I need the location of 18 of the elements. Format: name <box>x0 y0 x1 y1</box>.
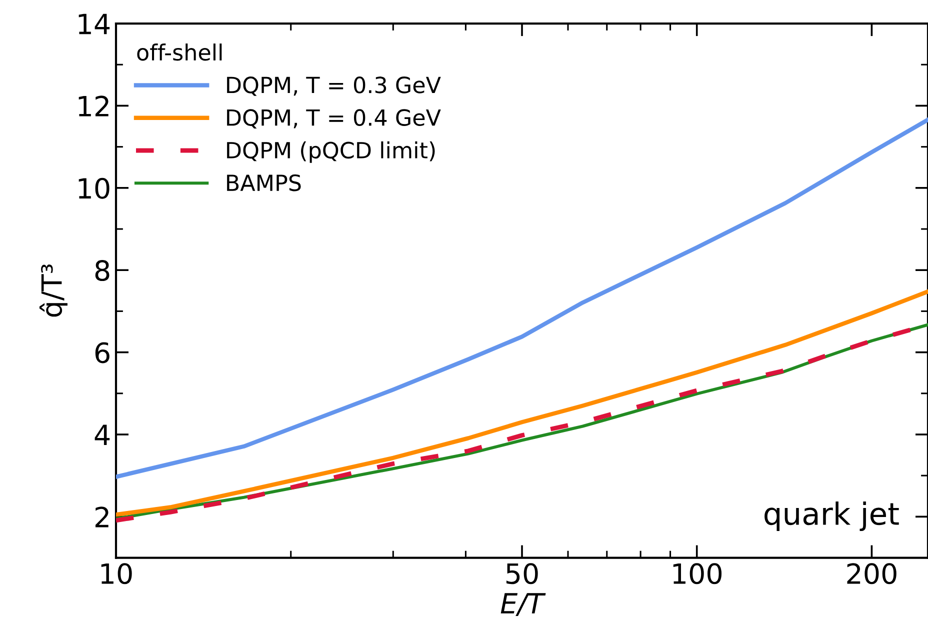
x-axis-title: E/T <box>500 593 546 616</box>
y-tick-label: 8 <box>95 260 110 282</box>
legend-title: off-shell <box>137 44 222 61</box>
y-tick-label: 4 <box>94 424 110 446</box>
annotation: quark jet <box>764 501 899 532</box>
legend-label: DQPM, T = 0.4 GeV <box>227 109 441 129</box>
y-tick-label: 14 <box>78 14 110 34</box>
legend-label: DQPM (pQCD limit) <box>227 141 435 163</box>
y-tick-label: 2 <box>96 506 108 528</box>
x-tick-label: 100 <box>673 563 722 584</box>
legend-label: BAMPS <box>227 174 301 192</box>
y-tick-label: 12 <box>78 96 108 116</box>
legend-label: DQPM, T = 0.3 GeV <box>227 76 441 96</box>
x-tick-label: 200 <box>847 563 896 584</box>
y-tick-label: 6 <box>95 342 110 364</box>
x-tick-label: 50 <box>506 563 538 584</box>
y-axis-title: q̂/T³ <box>39 264 68 317</box>
y-tick-label: 10 <box>78 178 110 199</box>
